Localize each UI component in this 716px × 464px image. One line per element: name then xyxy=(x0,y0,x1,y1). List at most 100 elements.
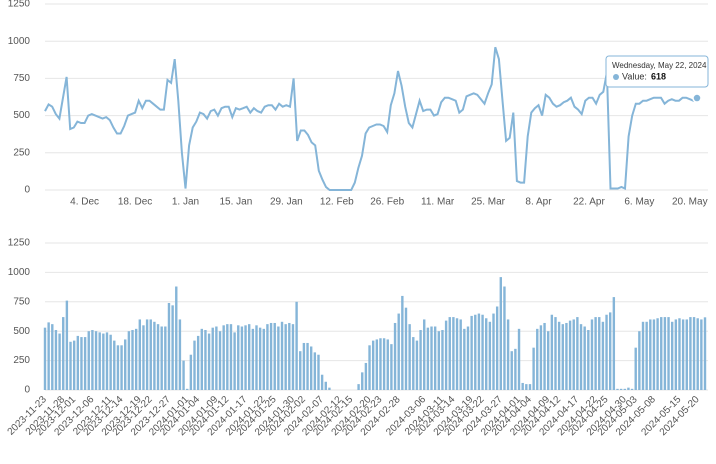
tooltip-value: 618 xyxy=(651,71,666,81)
bar xyxy=(47,322,50,390)
y-tick-label: 0 xyxy=(24,185,30,196)
x-tick-label: 15. Jan xyxy=(220,197,253,208)
tooltip-box xyxy=(605,55,709,88)
bar xyxy=(408,324,411,390)
bar xyxy=(218,331,222,390)
bar xyxy=(102,333,105,390)
line xyxy=(44,46,698,191)
bar xyxy=(58,333,61,390)
bar xyxy=(109,334,112,390)
bar xyxy=(568,320,572,390)
bar xyxy=(379,338,382,390)
bar xyxy=(495,306,499,390)
y-tick-label: 750 xyxy=(13,296,30,307)
bar xyxy=(696,318,699,390)
bar xyxy=(649,319,652,390)
bar xyxy=(145,319,149,390)
bar xyxy=(681,319,685,390)
bar xyxy=(98,332,101,390)
x-tick-label: 4. Dec xyxy=(70,197,99,208)
bar xyxy=(619,388,623,390)
bar xyxy=(547,331,550,390)
point xyxy=(692,93,702,103)
bar xyxy=(660,317,663,390)
bar xyxy=(692,317,696,390)
bar xyxy=(608,312,612,390)
bar xyxy=(76,335,80,390)
bar xyxy=(83,337,87,390)
bar xyxy=(393,322,397,390)
bar xyxy=(433,326,437,390)
bar xyxy=(466,326,470,390)
bar xyxy=(65,300,69,390)
bar xyxy=(576,317,579,390)
bar xyxy=(426,327,430,390)
bar xyxy=(131,330,134,390)
bar xyxy=(492,313,495,390)
bar xyxy=(127,331,131,390)
bar xyxy=(630,388,634,390)
bar xyxy=(328,387,331,390)
bar xyxy=(386,339,389,390)
bar xyxy=(288,322,291,390)
y-tick-label: 1250 xyxy=(8,0,31,10)
bar xyxy=(404,307,408,390)
bar xyxy=(455,318,459,390)
bar xyxy=(550,314,554,390)
bar xyxy=(652,319,656,390)
bar xyxy=(160,326,163,390)
bar xyxy=(444,320,448,390)
bar xyxy=(561,324,564,390)
bar xyxy=(105,332,109,390)
bar xyxy=(641,321,645,390)
bar xyxy=(368,345,371,390)
bar xyxy=(204,330,207,390)
bar xyxy=(437,331,441,390)
bar xyxy=(357,384,360,390)
bar xyxy=(277,326,280,390)
bar xyxy=(164,326,167,390)
line-chart: 0 250 500 750 1000 1250 4. Dec 18. Dec 1. Jan 15.… xyxy=(8,0,708,208)
bar xyxy=(153,321,156,390)
bar xyxy=(514,348,517,390)
x-tick-label: 1. Jan xyxy=(172,197,199,208)
bar xyxy=(656,318,659,390)
bar xyxy=(317,354,320,390)
bar xyxy=(532,347,535,390)
bar xyxy=(452,317,455,390)
bar xyxy=(255,325,258,390)
bar xyxy=(521,382,524,390)
bar xyxy=(222,325,225,390)
bar xyxy=(167,302,171,390)
bar xyxy=(94,331,98,390)
bar xyxy=(149,319,152,390)
bar xyxy=(229,324,233,390)
x-tick-label: 6. May xyxy=(624,197,654,208)
bar xyxy=(262,328,265,390)
bar xyxy=(634,347,637,390)
bar xyxy=(186,388,189,390)
bar xyxy=(689,317,692,390)
bar xyxy=(364,362,368,390)
y-tick-label: 500 xyxy=(13,110,30,121)
bar xyxy=(211,327,214,390)
bar xyxy=(361,372,364,390)
bar xyxy=(598,317,601,390)
bar xyxy=(156,324,160,390)
bar xyxy=(499,277,503,390)
bar xyxy=(616,388,619,390)
x-tick-label: 20. May xyxy=(672,197,708,208)
x-tick-label: 26. Feb xyxy=(370,197,404,208)
bar xyxy=(528,384,532,390)
bar xyxy=(299,351,302,390)
bar xyxy=(670,321,674,390)
bar xyxy=(116,345,120,390)
bar xyxy=(590,319,594,390)
bar xyxy=(113,340,116,390)
bar xyxy=(134,328,138,390)
bar xyxy=(678,318,681,390)
bar xyxy=(481,314,484,390)
bar xyxy=(324,381,327,390)
bar xyxy=(565,322,568,390)
bar xyxy=(175,286,178,390)
